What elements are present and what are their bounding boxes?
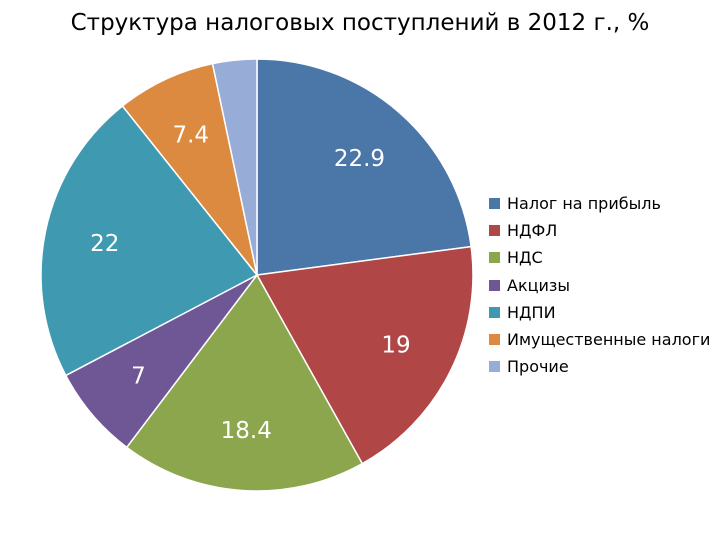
pie-slice-1 (256, 58, 472, 276)
slice-data-label: 7.4 (172, 122, 209, 148)
pie-slice-5 (40, 104, 259, 377)
legend-label: НДФЛ (507, 221, 558, 241)
legend-swatch (489, 361, 500, 373)
legend-label: Акцизы (507, 275, 571, 295)
legend-label: Прочие (507, 357, 569, 377)
pie-slice-3 (125, 273, 364, 492)
slice-data-label: 19 (381, 333, 410, 359)
slice-data-label: 22 (90, 231, 119, 257)
legend-label: НДПИ (507, 302, 556, 322)
slice-data-label: 7 (131, 364, 146, 390)
pie-slice-7 (211, 58, 258, 276)
legend-item: Налог на прибыль (489, 190, 710, 217)
legend-swatch (489, 225, 500, 237)
legend-item: НДФЛ (489, 217, 710, 244)
pie-slice-2 (255, 245, 474, 465)
legend-item: Акцизы (489, 272, 710, 299)
legend-swatch (489, 306, 500, 318)
slice-data-label: 18.4 (221, 418, 272, 444)
chart-title: Структура налоговых поступлений в 2012 г… (70, 10, 650, 36)
legend-swatch (489, 252, 500, 264)
legend-swatch (489, 198, 500, 210)
legend-label: Имущественные налоги (507, 330, 711, 350)
legend-swatch (489, 279, 500, 291)
slice-data-label: 22.9 (334, 146, 385, 172)
legend-label: Налог на прибыль (507, 194, 661, 214)
chart-legend: Налог на прибыль НДФЛ НДС Акцизы НДПИ Имущест… (489, 190, 710, 380)
legend-label: НДС (507, 248, 543, 268)
legend-item: НДПИ (489, 299, 710, 326)
legend-item: Имущественные налоги (489, 326, 710, 353)
legend-item: Прочие (489, 353, 710, 380)
legend-item: НДС (489, 244, 710, 271)
legend-swatch (489, 334, 500, 346)
